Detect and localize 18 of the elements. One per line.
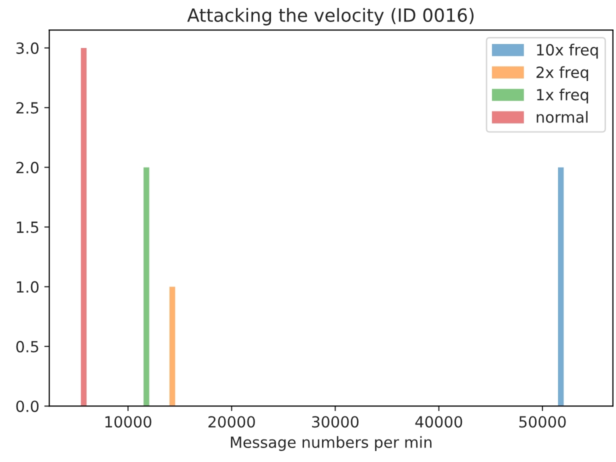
y-tick-label: 1.0: [16, 281, 39, 293]
legend-label: 10x freq: [537, 44, 598, 59]
x-tick-label: 40000: [415, 416, 462, 428]
chart-title: Attacking the velocity (ID 0016): [187, 8, 474, 26]
y-tick-label: 1.5: [16, 222, 38, 234]
x-tick-label: 50000: [519, 416, 566, 428]
y-tick-label: 0.0: [16, 400, 39, 412]
legend-label: 2x freq: [536, 66, 588, 81]
y-tick-label: 2.5: [16, 102, 38, 114]
legend-label: normal: [536, 111, 588, 123]
x-tick-label: 20000: [208, 416, 255, 428]
y-tick-label: 0.5: [16, 340, 38, 352]
x-axis-title: Message numbers per min: [230, 436, 432, 451]
y-tick-label: 3.0: [16, 42, 39, 54]
x-tick-label: 10000: [105, 416, 152, 428]
legend-label: 1x freq: [537, 88, 588, 104]
y-tick-label: 2.0: [16, 162, 39, 174]
x-tick-label: 30000: [312, 416, 359, 428]
